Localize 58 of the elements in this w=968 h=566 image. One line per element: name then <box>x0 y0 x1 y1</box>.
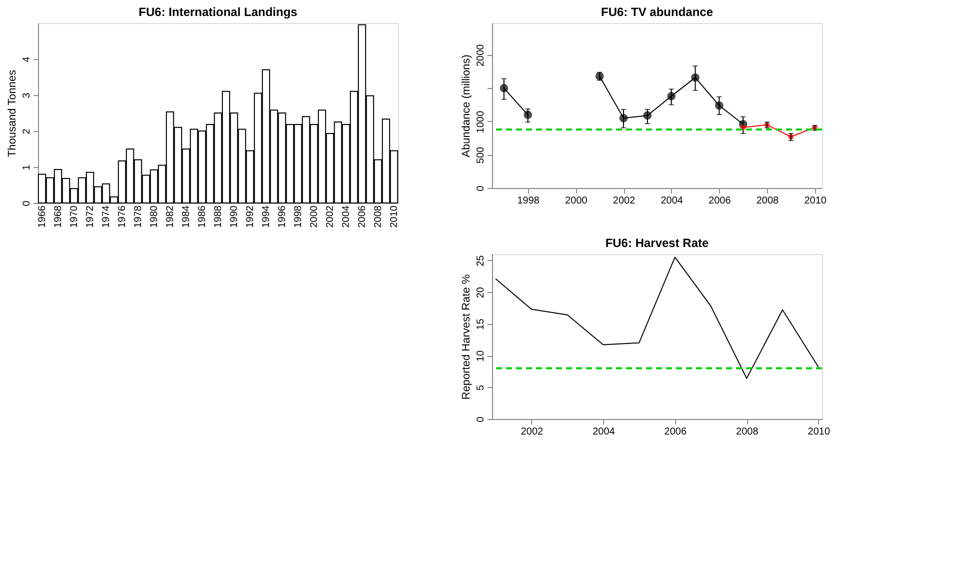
x-tick-label: 1980 <box>149 205 160 228</box>
y-axis-title: Reported Harvest Rate % <box>460 274 472 400</box>
y-tick-label: 15 <box>476 318 486 330</box>
x-tick-label: 1992 <box>245 205 256 228</box>
point <box>740 124 746 130</box>
x-tick-label: 2004 <box>592 426 616 438</box>
x-tick-label: 2002 <box>520 426 544 438</box>
y-tick-label: 1000 <box>476 110 486 134</box>
x-tick-label: 1966 <box>37 205 48 228</box>
y-tick-label: 1 <box>22 164 32 170</box>
line-series <box>495 256 819 379</box>
y-tick-label: 5 <box>476 384 486 391</box>
x-tick-label: 1998 <box>293 205 304 228</box>
chart-title: FU6: TV abundance <box>600 5 714 19</box>
x-tick-label: 2000 <box>565 196 588 206</box>
x-tick-label: 1970 <box>69 205 80 228</box>
y-tick-label: 0 <box>476 185 486 192</box>
y-axis-title: Abundance (millions) <box>460 54 472 158</box>
x-tick-label: 1986 <box>197 205 208 228</box>
x-tick-label: 2010 <box>808 426 830 438</box>
x-tick-label: 1990 <box>229 205 240 228</box>
x-tick-label: 1972 <box>85 205 96 228</box>
y-tick-label: 25 <box>476 254 486 266</box>
y-tick-label: 4 <box>22 56 32 62</box>
x-tick-label: 2000 <box>309 205 320 228</box>
x-tick-label: 2004 <box>341 205 352 228</box>
x-tick-label: 2010 <box>389 205 400 228</box>
x-tick-label: 2006 <box>664 426 687 438</box>
y-tick-label: 3 <box>22 92 32 98</box>
y-tick-label: 0 <box>476 416 486 422</box>
x-tick-label: 2006 <box>357 205 368 228</box>
chart-title: FU6: Harvest Rate <box>605 236 710 250</box>
x-tick-label: 2004 <box>660 196 684 206</box>
x-tick-label: 2008 <box>736 426 759 438</box>
y-tick-label: 500 <box>476 146 486 164</box>
y-tick-label: 2 <box>22 128 32 134</box>
x-tick-label: 2002 <box>612 196 636 206</box>
x-tick-label: 1978 <box>133 205 144 228</box>
x-tick-label: 2010 <box>804 196 827 206</box>
x-tick-label: 1976 <box>117 205 128 228</box>
chart-title: FU6: International Landings <box>138 5 298 19</box>
y-tick-label: 10 <box>476 350 486 362</box>
y-tick-label: 0 <box>22 200 32 206</box>
y-tick-label: 20 <box>476 286 486 298</box>
x-tick-label: 2008 <box>373 205 384 228</box>
x-tick-label: 2002 <box>325 205 336 228</box>
x-tick-label: 1994 <box>261 205 272 228</box>
x-tick-label: 2008 <box>756 196 780 206</box>
x-tick-label: 1968 <box>53 205 64 228</box>
x-tick-label: 1998 <box>517 196 540 206</box>
x-tick-label: 1974 <box>101 205 112 228</box>
y-axis-title: Thousand Tonnes <box>6 69 18 158</box>
x-tick-label: 1982 <box>165 205 176 228</box>
x-tick-label: 1988 <box>213 205 224 228</box>
y-tick-label: 2000 <box>476 44 486 67</box>
x-tick-label: 1996 <box>277 205 288 228</box>
x-tick-label: 1984 <box>181 205 192 228</box>
x-tick-label: 2006 <box>708 196 732 206</box>
